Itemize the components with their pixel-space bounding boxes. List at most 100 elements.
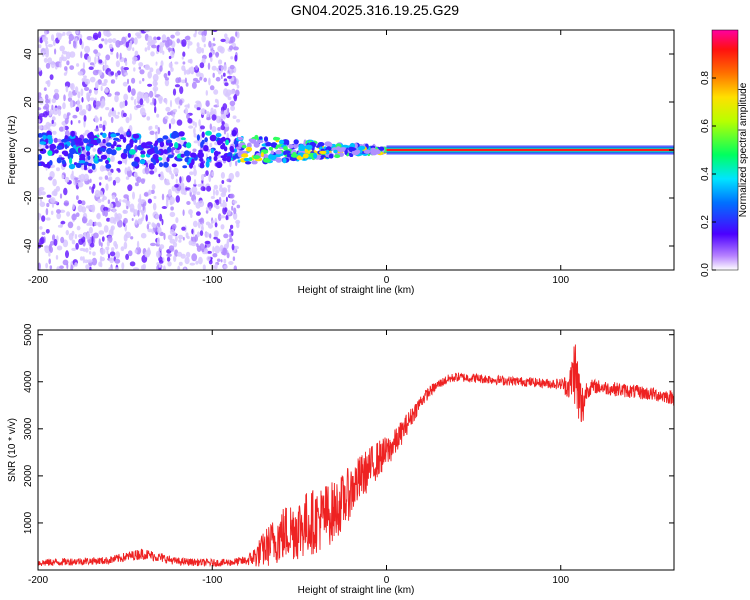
noise-speckle: [152, 73, 159, 82]
noise-speckle: [199, 134, 203, 140]
signal-speckle: [282, 157, 287, 164]
noise-speckle: [215, 189, 219, 196]
noise-speckle: [48, 258, 51, 265]
noise-speckle: [182, 236, 185, 241]
noise-speckle: [123, 217, 128, 224]
noise-speckle: [203, 30, 207, 37]
noise-speckle: [154, 88, 157, 96]
noise-core-speckle: [68, 163, 76, 170]
noise-speckle: [43, 57, 48, 63]
noise-core-speckle: [132, 133, 140, 139]
noise-speckle: [156, 250, 161, 258]
colorbar: 0.0 0.2 0.4 0.6 0.8 Normalized spectral ampl…: [700, 29, 749, 277]
signal-speckle: [283, 146, 288, 151]
noise-speckle: [89, 186, 92, 190]
signal-speckle: [313, 152, 318, 159]
noise-speckle: [92, 251, 96, 256]
noise-speckle: [220, 259, 223, 263]
noise-speckle: [92, 148, 97, 152]
noise-speckle: [196, 42, 200, 48]
noise-speckle: [230, 105, 236, 111]
noise-speckle: [210, 56, 213, 62]
noise-core-speckle: [199, 157, 204, 162]
noise-speckle: [154, 167, 158, 173]
noise-speckle: [106, 217, 111, 222]
noise-speckle: [175, 137, 182, 142]
noise-speckle: [155, 214, 160, 220]
noise-speckle: [230, 56, 234, 60]
noise-speckle: [174, 149, 180, 154]
noise-core-speckle: [140, 154, 146, 158]
noise-speckle: [203, 43, 206, 48]
signal-speckle: [351, 149, 360, 156]
noise-speckle: [179, 99, 183, 106]
noise-speckle: [114, 243, 119, 250]
noise-speckle: [95, 100, 101, 107]
signal-speckle: [378, 146, 385, 151]
noise-speckle: [221, 188, 227, 196]
noise-speckle: [125, 176, 130, 180]
noise-speckle: [118, 127, 124, 134]
noise-speckle: [64, 81, 71, 88]
noise-speckle: [136, 240, 140, 249]
noise-speckle: [63, 72, 67, 76]
signal-speckle: [245, 161, 252, 165]
noise-speckle: [169, 99, 173, 108]
noise-speckle: [89, 97, 95, 101]
noise-speckle: [223, 258, 227, 264]
noise-speckle: [222, 103, 228, 111]
noise-speckle: [59, 265, 64, 270]
noise-core-speckle: [208, 156, 212, 160]
noise-speckle: [228, 237, 234, 243]
colorbar-tick-label: 0.8: [700, 71, 711, 85]
noise-speckle: [200, 108, 206, 116]
noise-speckle: [129, 113, 132, 121]
noise-speckle: [216, 258, 221, 262]
noise-core-speckle: [45, 145, 49, 149]
y-tick-label: 1000: [23, 511, 34, 534]
noise-speckle: [167, 70, 171, 76]
noise-core-speckle: [122, 136, 127, 143]
noise-speckle: [111, 195, 116, 200]
noise-speckle: [76, 195, 79, 201]
noise-speckle: [56, 209, 61, 214]
noise-speckle: [77, 205, 84, 213]
noise-speckle: [173, 167, 179, 175]
noise-speckle: [165, 199, 169, 208]
noise-speckle: [212, 37, 216, 42]
noise-speckle: [86, 36, 93, 41]
noise-speckle: [39, 113, 45, 118]
noise-speckle: [193, 168, 197, 177]
noise-speckle: [165, 106, 171, 112]
noise-speckle: [199, 230, 204, 237]
noise-speckle: [72, 40, 77, 49]
noise-speckle: [166, 111, 172, 116]
noise-core-speckle: [78, 160, 86, 164]
noise-speckle: [62, 102, 66, 110]
noise-speckle: [194, 104, 198, 109]
noise-speckle: [164, 182, 171, 186]
noise-speckle: [209, 142, 213, 148]
noise-core-speckle: [106, 142, 112, 147]
noise-speckle: [220, 224, 225, 230]
noise-speckle: [105, 246, 110, 251]
noise-speckle: [214, 98, 218, 103]
noise-speckle: [111, 247, 115, 252]
signal-speckle: [336, 146, 341, 151]
noise-speckle: [63, 200, 70, 207]
noise-speckle: [93, 100, 97, 108]
noise-core-speckle: [225, 139, 230, 146]
noise-speckle: [84, 45, 91, 54]
noise-speckle: [107, 199, 111, 204]
noise-speckle: [89, 266, 92, 270]
noise-speckle: [215, 76, 221, 82]
noise-speckle: [147, 228, 153, 233]
noise-speckle: [115, 200, 122, 208]
y-tick-label: 40: [23, 48, 34, 60]
noise-speckle: [110, 71, 114, 76]
noise-speckle: [144, 47, 148, 52]
noise-speckle: [207, 202, 213, 209]
noise-speckle: [145, 214, 148, 222]
noise-speckle: [116, 52, 119, 59]
noise-speckle: [159, 213, 163, 222]
